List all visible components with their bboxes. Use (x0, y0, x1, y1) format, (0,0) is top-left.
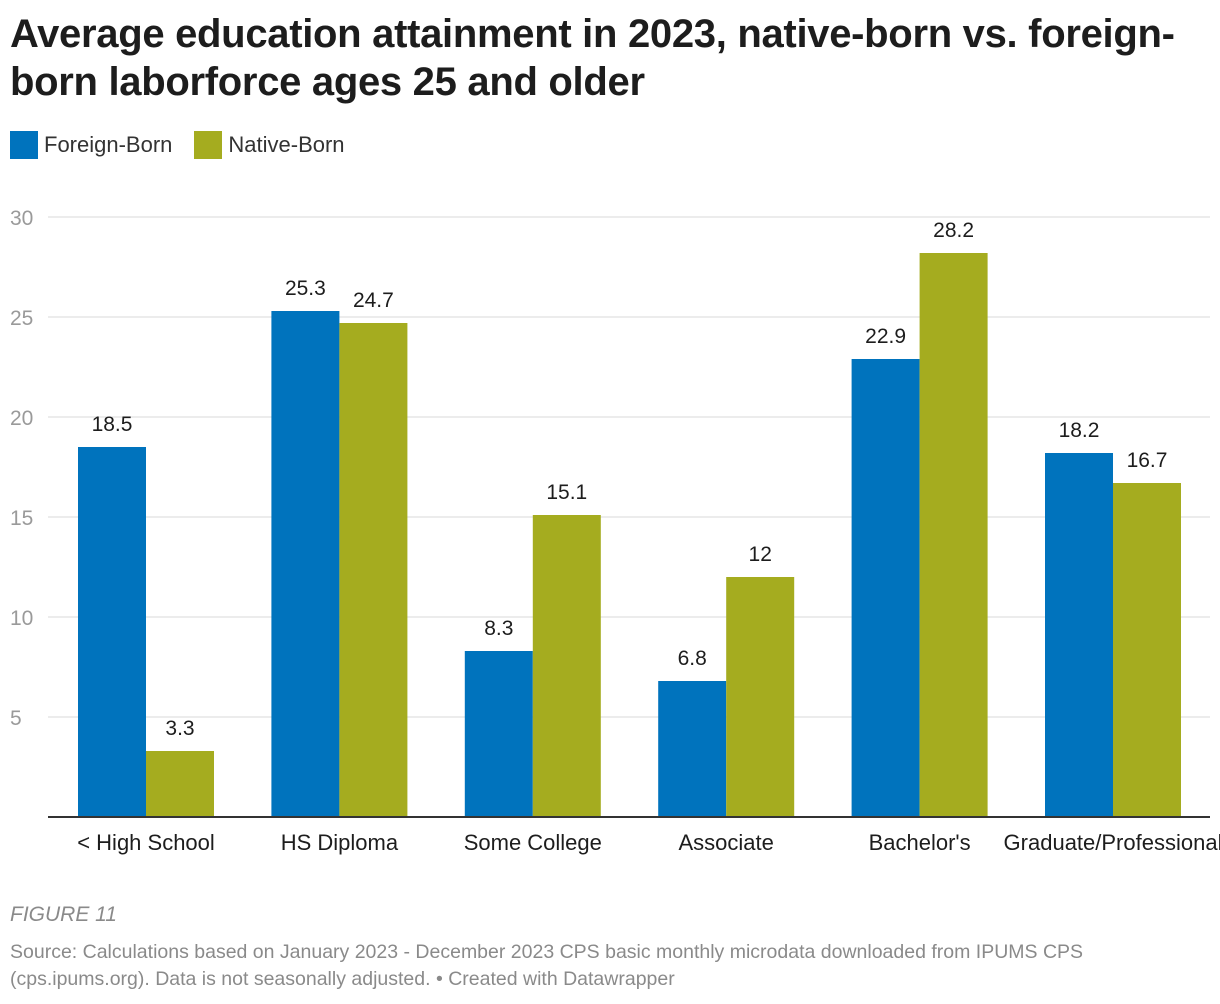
category-label-5: Graduate/Professional (1004, 830, 1220, 855)
category-label-0: < High School (77, 830, 215, 855)
y-tick-label-30: 30 (10, 207, 33, 230)
bar-foreign-born-3 (658, 681, 727, 817)
legend-label-native-born: Native-Born (228, 132, 345, 157)
value-label-native-born-2: 15.1 (546, 481, 587, 504)
legend: Foreign-Born Native-Born (10, 131, 367, 159)
value-label-foreign-born-4: 22.9 (865, 325, 906, 348)
bar-chart: 5 10 15 20 25 30 18.5 3.3 < High School 25.3 24.7 H… (10, 207, 1220, 855)
bar-native-born-1 (339, 323, 408, 817)
legend-item-native-born: Native-Born (194, 131, 345, 159)
category-label-4: Bachelor's (869, 830, 971, 855)
y-tick-label-15: 15 (10, 507, 33, 530)
bar-foreign-born-5 (1045, 453, 1113, 817)
value-label-foreign-born-5: 18.2 (1059, 419, 1100, 442)
category-label-2: Some College (464, 830, 602, 855)
bar-native-born-3 (726, 577, 795, 817)
value-label-native-born-3: 12 (749, 543, 772, 566)
bar-foreign-born-0 (78, 447, 146, 817)
bar-foreign-born-2 (464, 651, 533, 817)
value-label-native-born-5: 16.7 (1127, 449, 1168, 472)
bar-native-born-2 (532, 515, 601, 817)
legend-item-foreign-born: Foreign-Born (10, 131, 172, 159)
bar-native-born-0 (146, 751, 214, 817)
value-label-foreign-born-1: 25.3 (285, 277, 326, 300)
y-tick-label-5: 5 (10, 707, 22, 730)
value-label-foreign-born-0: 18.5 (92, 413, 133, 436)
legend-swatch-foreign-born (10, 131, 38, 159)
value-label-native-born-0: 3.3 (165, 717, 194, 740)
y-tick-label-10: 10 (10, 607, 33, 630)
y-tick-label-25: 25 (10, 307, 33, 330)
figure-label: FIGURE 11 (10, 903, 117, 926)
value-label-native-born-4: 28.2 (933, 219, 974, 242)
bar-native-born-4 (919, 253, 988, 817)
category-label-1: HS Diploma (281, 830, 399, 855)
chart-title: Average education attainment in 2023, na… (10, 12, 1175, 104)
bar-native-born-5 (1113, 483, 1181, 817)
bar-foreign-born-1 (271, 311, 340, 817)
value-label-foreign-born-3: 6.8 (678, 647, 707, 670)
bar-foreign-born-4 (851, 359, 920, 817)
y-tick-label-20: 20 (10, 407, 33, 430)
legend-label-foreign-born: Foreign-Born (44, 132, 173, 157)
value-label-foreign-born-2: 8.3 (484, 617, 513, 640)
category-label-3: Associate (679, 830, 774, 855)
value-label-native-born-1: 24.7 (353, 289, 394, 312)
legend-swatch-native-born (194, 131, 223, 159)
source-note: Source: Calculations based on January 20… (10, 941, 1084, 990)
